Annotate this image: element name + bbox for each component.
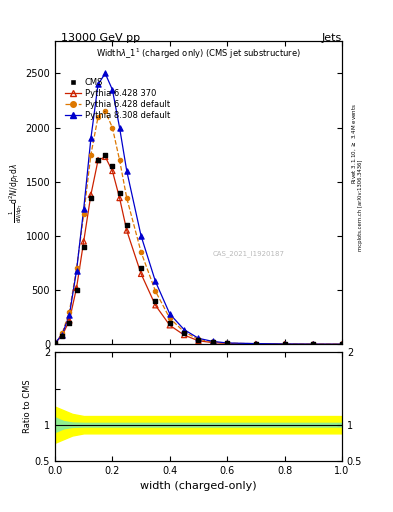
Pythia 6.428 370 <box>116 194 123 202</box>
Pythia 6.428 370 <box>224 339 230 348</box>
Pythia 6.428 default <box>81 210 87 218</box>
Pythia 6.428 default <box>95 113 101 121</box>
Pythia 6.428 370 <box>109 167 116 175</box>
Text: Jets: Jets <box>321 33 342 44</box>
Pythia 8.308 default <box>66 311 73 319</box>
Pythia 6.428 370 <box>195 337 202 345</box>
Pythia 6.428 default <box>138 248 144 257</box>
Pythia 6.428 default <box>253 339 259 348</box>
Pythia 6.428 default <box>224 339 230 347</box>
Pythia 6.428 default <box>66 308 73 316</box>
Pythia 6.428 default <box>339 340 345 348</box>
Pythia 6.428 default <box>73 264 80 272</box>
Pythia 6.428 370 <box>310 340 316 348</box>
CMS <box>152 297 159 305</box>
Pythia 8.308 default <box>52 339 58 347</box>
Pythia 6.428 370 <box>138 270 144 278</box>
Pythia 8.308 default <box>124 167 130 175</box>
Pythia 8.308 default <box>73 267 80 275</box>
Pythia 8.308 default <box>310 340 316 348</box>
Pythia 6.428 default <box>88 151 94 159</box>
CMS <box>167 318 173 327</box>
Pythia 6.428 370 <box>88 190 94 199</box>
CMS <box>224 339 230 347</box>
CMS <box>310 340 316 348</box>
Pythia 6.428 default <box>181 328 187 336</box>
Pythia 6.428 default <box>59 329 65 337</box>
Pythia 8.308 default <box>95 80 101 89</box>
Pythia 6.428 370 <box>95 156 101 164</box>
CMS <box>66 318 73 327</box>
CMS <box>253 339 259 348</box>
Text: Width$\lambda\_1^1$ (charged only) (CMS jet substructure): Width$\lambda\_1^1$ (charged only) (CMS … <box>96 47 301 61</box>
Pythia 6.428 default <box>52 339 58 347</box>
Pythia 6.428 370 <box>181 331 187 339</box>
Pythia 6.428 370 <box>102 153 108 161</box>
CMS <box>116 188 123 197</box>
X-axis label: width (charged-only): width (charged-only) <box>140 481 257 491</box>
Pythia 8.308 default <box>81 205 87 213</box>
Pythia 8.308 default <box>88 134 94 142</box>
Text: CAS_2021_I1920187: CAS_2021_I1920187 <box>213 250 285 257</box>
Pythia 6.428 default <box>124 194 130 202</box>
Pythia 8.308 default <box>339 340 345 348</box>
Y-axis label: Ratio to CMS: Ratio to CMS <box>23 380 32 434</box>
Pythia 6.428 default <box>281 340 288 348</box>
Pythia 8.308 default <box>210 337 216 346</box>
Pythia 6.428 370 <box>339 340 345 348</box>
Pythia 6.428 370 <box>52 339 58 347</box>
CMS <box>281 340 288 348</box>
Pythia 6.428 default <box>167 314 173 323</box>
Pythia 6.428 default <box>195 335 202 344</box>
Pythia 8.308 default <box>224 339 230 347</box>
Pythia 6.428 370 <box>167 321 173 329</box>
Pythia 8.308 default <box>109 86 116 94</box>
Pythia 8.308 default <box>181 326 187 334</box>
Text: mcplots.cern.ch [arXiv:1306.3436]: mcplots.cern.ch [arXiv:1306.3436] <box>358 159 363 250</box>
Pythia 6.428 default <box>210 338 216 346</box>
CMS <box>95 156 101 164</box>
Pythia 6.428 370 <box>253 340 259 348</box>
Pythia 6.428 370 <box>210 338 216 347</box>
Pythia 6.428 default <box>102 108 108 116</box>
Pythia 8.308 default <box>138 232 144 240</box>
Pythia 8.308 default <box>102 69 108 77</box>
Pythia 8.308 default <box>116 123 123 132</box>
Text: Rivet 3.1.10, $\geq$ 3.4M events: Rivet 3.1.10, $\geq$ 3.4M events <box>351 103 358 184</box>
Pythia 8.308 default <box>195 334 202 343</box>
Pythia 6.428 370 <box>124 226 130 234</box>
Pythia 6.428 370 <box>59 331 65 339</box>
CMS <box>210 338 216 346</box>
CMS <box>52 339 58 347</box>
CMS <box>195 336 202 344</box>
CMS <box>339 340 345 348</box>
Pythia 6.428 370 <box>73 284 80 292</box>
Pythia 6.428 370 <box>152 301 159 309</box>
CMS <box>73 286 80 294</box>
CMS <box>88 194 94 202</box>
Pythia 6.428 370 <box>66 316 73 325</box>
Pythia 6.428 default <box>116 156 123 164</box>
CMS <box>59 331 65 339</box>
Pythia 8.308 default <box>59 330 65 338</box>
CMS <box>81 243 87 251</box>
Pythia 6.428 370 <box>281 340 288 348</box>
Legend: CMS, Pythia 6.428 370, Pythia 6.428 default, Pythia 8.308 default: CMS, Pythia 6.428 370, Pythia 6.428 defa… <box>62 75 172 123</box>
Pythia 8.308 default <box>281 340 288 348</box>
Pythia 6.428 370 <box>81 237 87 245</box>
Y-axis label: $\frac{1}{\mathrm{d}N/\mathrm{d}p_\mathrm{T}} \mathrm{d}^2N/\mathrm{d}p_\mathrm{: $\frac{1}{\mathrm{d}N/\mathrm{d}p_\mathr… <box>7 163 24 223</box>
CMS <box>102 151 108 159</box>
Pythia 6.428 default <box>310 340 316 348</box>
CMS <box>109 161 116 169</box>
Pythia 6.428 default <box>152 287 159 295</box>
CMS <box>124 221 130 229</box>
Pythia 8.308 default <box>152 278 159 286</box>
CMS <box>181 329 187 337</box>
CMS <box>138 264 144 272</box>
Pythia 8.308 default <box>167 310 173 318</box>
Pythia 6.428 default <box>109 123 116 132</box>
Text: 13000 GeV pp: 13000 GeV pp <box>61 33 140 44</box>
Pythia 8.308 default <box>253 339 259 348</box>
